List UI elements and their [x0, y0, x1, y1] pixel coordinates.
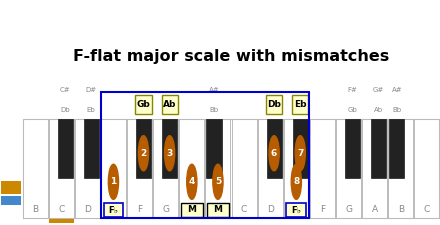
Circle shape: [269, 136, 279, 171]
Text: Db: Db: [267, 100, 281, 109]
Bar: [153, 119, 178, 218]
Text: basicmusictheory.com: basicmusictheory.com: [8, 85, 14, 140]
Bar: [103, 203, 123, 217]
Bar: [136, 119, 151, 178]
Bar: [127, 119, 152, 218]
Text: 8: 8: [293, 177, 300, 186]
Bar: [388, 119, 413, 218]
Bar: [266, 94, 282, 114]
Bar: [292, 94, 308, 114]
Text: F#: F#: [348, 87, 357, 93]
Text: 4: 4: [189, 177, 195, 186]
Text: 1: 1: [110, 177, 117, 186]
Bar: [1, 181, 21, 194]
Bar: [345, 119, 360, 178]
Bar: [181, 203, 203, 217]
Text: Bb: Bb: [392, 106, 401, 112]
Bar: [205, 119, 231, 218]
Text: G: G: [345, 205, 352, 214]
Text: F$\flat$: F$\flat$: [108, 205, 119, 215]
Text: Ab: Ab: [374, 106, 383, 112]
Circle shape: [295, 136, 305, 171]
Text: 5: 5: [215, 177, 221, 186]
Text: C#: C#: [60, 87, 70, 93]
Circle shape: [291, 164, 301, 199]
Bar: [22, 119, 440, 218]
Text: 2: 2: [140, 149, 147, 158]
Bar: [414, 119, 440, 218]
Text: C: C: [58, 205, 64, 214]
Bar: [284, 119, 309, 218]
Text: Bb: Bb: [209, 106, 219, 112]
Bar: [267, 119, 282, 178]
Bar: [161, 94, 178, 114]
Bar: [162, 119, 177, 178]
Text: 3: 3: [166, 149, 173, 158]
Text: A#: A#: [392, 87, 402, 93]
Text: Db: Db: [60, 106, 70, 112]
Bar: [389, 119, 404, 178]
Circle shape: [213, 164, 223, 199]
Text: A#: A#: [209, 87, 219, 93]
Circle shape: [165, 136, 175, 171]
Text: Eb: Eb: [87, 106, 95, 112]
Circle shape: [108, 164, 118, 199]
Text: D: D: [267, 205, 274, 214]
Bar: [258, 119, 283, 218]
Text: 6: 6: [271, 149, 277, 158]
Circle shape: [139, 136, 149, 171]
Bar: [58, 119, 73, 178]
Bar: [49, 219, 74, 223]
Bar: [101, 119, 126, 218]
Bar: [1, 196, 21, 205]
Bar: [206, 119, 222, 178]
Bar: [371, 119, 386, 178]
Text: F-flat major scale with mismatches: F-flat major scale with mismatches: [73, 49, 389, 64]
Text: M: M: [187, 205, 196, 214]
Text: Gb: Gb: [136, 100, 150, 109]
Text: D#: D#: [86, 87, 97, 93]
Bar: [101, 92, 309, 218]
Text: Eb: Eb: [294, 100, 307, 109]
Bar: [75, 119, 100, 218]
Text: G: G: [162, 205, 169, 214]
Text: Ab: Ab: [163, 100, 176, 109]
Text: C: C: [241, 205, 247, 214]
Bar: [136, 94, 152, 114]
Bar: [84, 119, 99, 178]
Text: M: M: [213, 205, 223, 214]
Bar: [231, 119, 257, 218]
Bar: [179, 119, 204, 218]
Text: Gb: Gb: [348, 106, 357, 112]
Text: B: B: [32, 205, 38, 214]
Bar: [286, 203, 306, 217]
Text: D: D: [84, 205, 91, 214]
Text: F$\flat$: F$\flat$: [291, 205, 302, 215]
Text: F: F: [320, 205, 325, 214]
Text: B: B: [398, 205, 404, 214]
Bar: [49, 119, 74, 218]
Text: C: C: [424, 205, 430, 214]
Bar: [362, 119, 387, 218]
Text: G#: G#: [373, 87, 384, 93]
Text: F: F: [137, 205, 142, 214]
Text: A: A: [372, 205, 378, 214]
Circle shape: [187, 164, 197, 199]
Bar: [310, 119, 335, 218]
Text: 7: 7: [297, 149, 304, 158]
Bar: [293, 119, 308, 178]
Bar: [22, 119, 48, 218]
Bar: [336, 119, 361, 218]
Bar: [207, 203, 229, 217]
